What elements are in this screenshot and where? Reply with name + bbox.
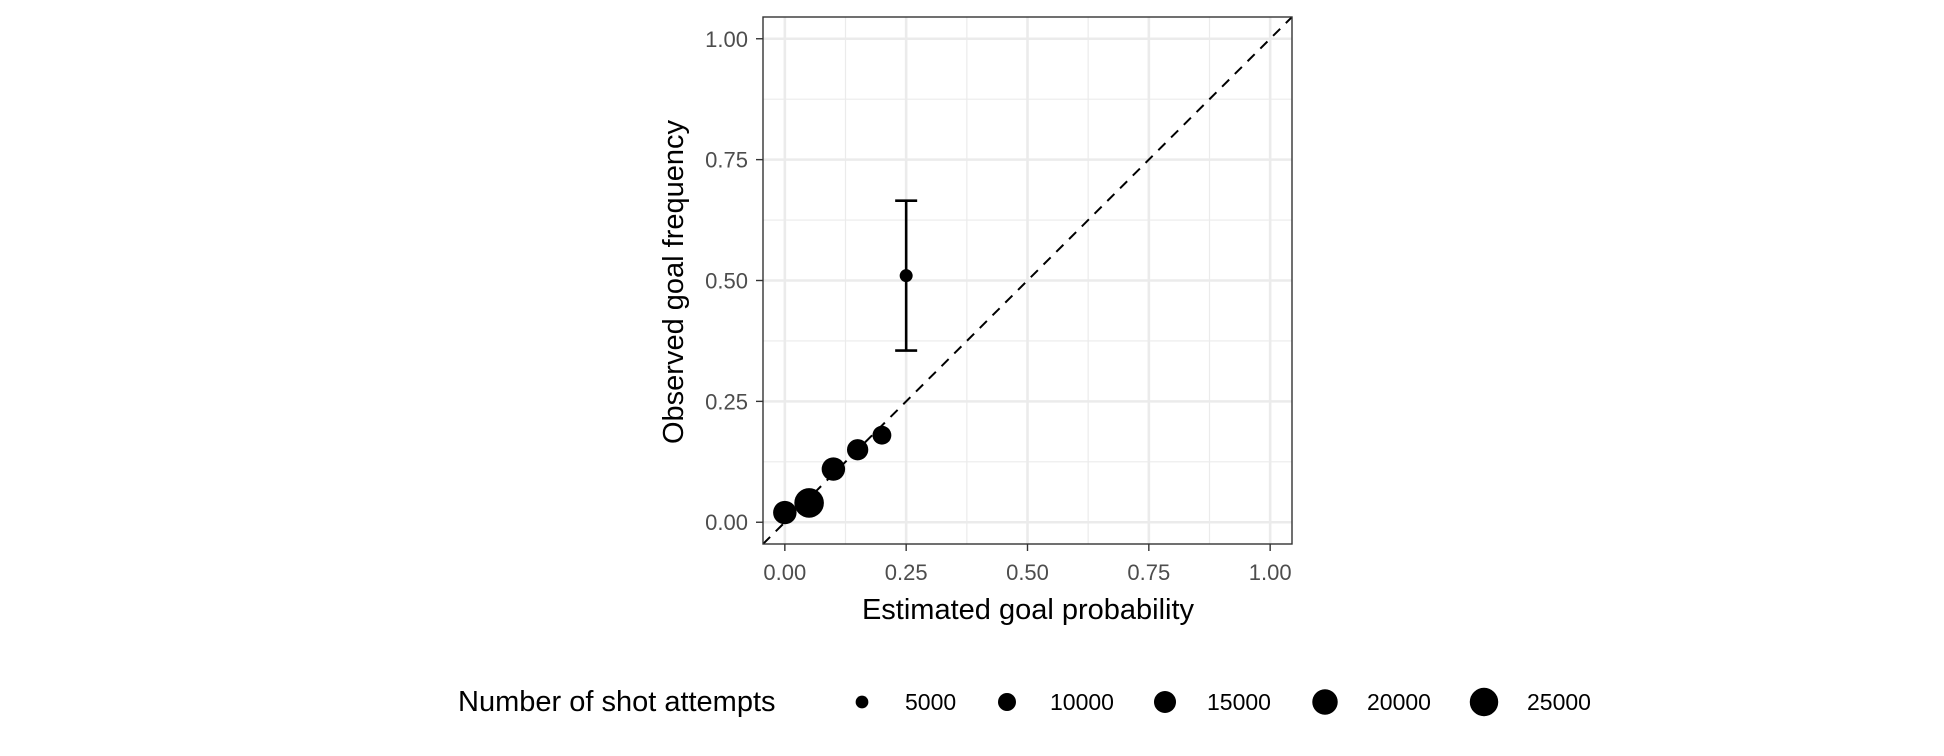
legend-key-circle [855,695,869,709]
x-tick-label: 0.00 [763,560,806,585]
x-tick-label: 0.25 [885,560,928,585]
data-point [773,500,797,525]
legend-title: Number of shot attempts [458,686,776,718]
y-tick-label: 0.75 [705,148,748,173]
x-axis-title: Estimated goal probability [862,594,1195,626]
size-legend: Number of shot attempts 5000 10000 15000 20… [458,686,1591,718]
legend-key-circle [998,693,1016,711]
legend-key-label: 20000 [1367,689,1431,715]
legend-key-label: 10000 [1050,689,1114,715]
data-point [846,439,869,461]
y-axis-title: Observed goal frequency [658,119,690,444]
y-tick-label: 0.00 [705,510,748,535]
y-tick-label: 0.25 [705,389,748,414]
x-tick-label: 0.50 [1006,560,1049,585]
legend-key-circle [1312,689,1338,715]
axis-ticks: 0.00 0.25 0.50 0.75 1.00 0.00 0.25 0.50 0.75 1.00 [705,27,1291,585]
legend-key-label: 15000 [1207,689,1271,715]
legend-key-label: 25000 [1527,689,1591,715]
data-point [899,269,913,283]
x-tick-label: 0.75 [1127,560,1170,585]
data-points [773,199,918,525]
y-tick-label: 1.00 [705,27,748,52]
data-point [821,457,846,481]
legend-key-label: 5000 [905,689,956,715]
grid-lines [763,17,1292,544]
data-point [794,488,824,518]
x-tick-label: 1.00 [1249,560,1292,585]
legend-key-circle [1153,690,1177,714]
data-point [872,425,892,445]
legend-key-circle [1469,687,1499,717]
y-tick-label: 0.50 [705,269,748,294]
